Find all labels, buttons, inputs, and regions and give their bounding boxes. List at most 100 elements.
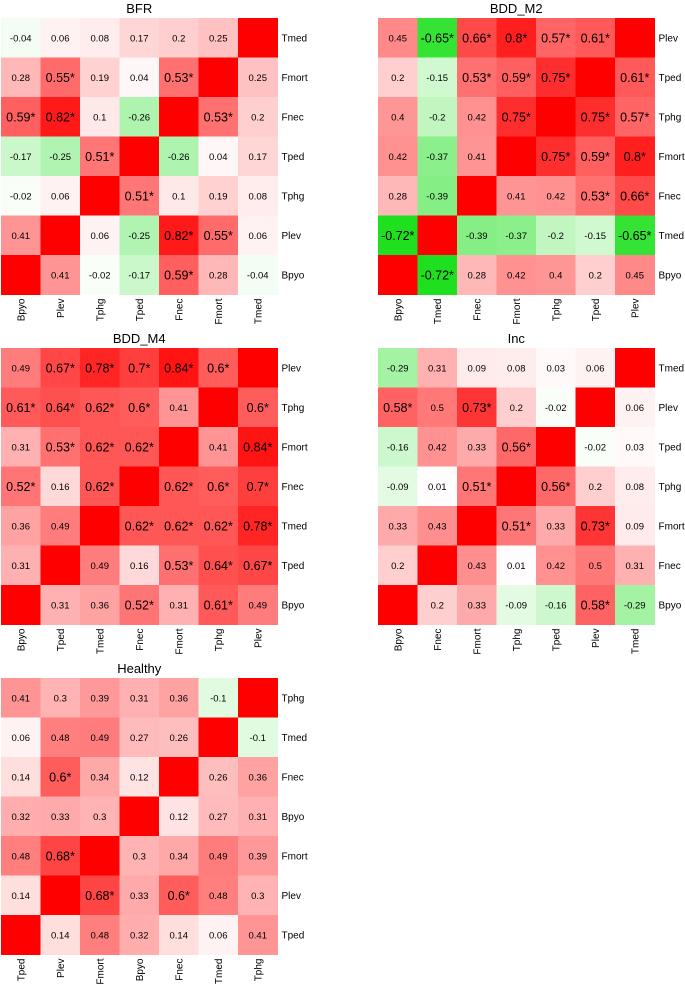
cell-value-label: 0.55* (204, 229, 233, 243)
heatmap-cell (80, 717, 120, 758)
column-label: Plev (56, 959, 67, 978)
heatmap-cell (1, 796, 41, 837)
heatmap-cell (119, 136, 160, 177)
heatmap-cell (238, 678, 278, 718)
cell-value-label: 0.32 (130, 930, 149, 941)
cell-value-label: 0.41 (51, 270, 70, 281)
heatmap-cell (119, 796, 160, 837)
cell-value-label: 0.8* (505, 31, 527, 45)
cell-value-label: 0.33 (547, 521, 566, 532)
cell-value-label: 0.56* (541, 480, 570, 494)
heatmap-cell (457, 348, 497, 388)
cell-value-label: 0.55* (46, 71, 75, 85)
heatmap-cell (1, 717, 41, 758)
heatmap-cell (378, 18, 418, 58)
heatmap-cell (1, 466, 41, 507)
cell-value-label: 0.84* (164, 361, 193, 375)
column-label: Fmort (95, 958, 106, 984)
column-label: Tphg (95, 299, 106, 322)
heatmap-cell (1, 836, 41, 876)
heatmap-cell (159, 255, 199, 295)
heatmap-cell (496, 255, 537, 295)
heatmap-cell (80, 678, 120, 718)
heatmap-cell (119, 585, 160, 625)
cell-value-label: 0.64* (46, 401, 75, 415)
heatmap-cell (417, 427, 458, 467)
heatmap-cell (1, 387, 41, 428)
heatmap-cell (536, 136, 576, 177)
cell-value-label: 0.33 (51, 812, 70, 823)
row-label: Tmed (282, 521, 308, 532)
heatmap-cell (159, 585, 199, 625)
cell-value-label: 0.45 (389, 33, 408, 44)
heatmap-cell (80, 757, 120, 797)
cell-value-label: 0.19 (209, 191, 228, 202)
column-label: Tmed (253, 299, 264, 325)
cell-value-label: 0.5 (431, 403, 444, 414)
cell-value-label: -0.37 (426, 152, 448, 163)
heatmap-cell (159, 18, 199, 58)
heatmap-cell (238, 836, 278, 876)
heatmap-cell (417, 97, 458, 137)
heatmap-cell (80, 387, 120, 428)
cell-value-label: 0.75* (581, 110, 610, 124)
cell-value-label: -0.16 (545, 600, 567, 611)
heatmap-cell (615, 427, 655, 467)
heatmap-cell (536, 466, 576, 507)
heatmap-cell (1, 585, 41, 625)
cell-value-label: -0.72* (421, 268, 454, 282)
heatmap-cell (40, 18, 81, 58)
cell-value-label: 0.49 (249, 600, 268, 611)
heatmap-cell (378, 255, 418, 295)
heatmap-cell (575, 427, 616, 467)
heatmap-cell (198, 427, 239, 467)
cell-value-label: -0.25 (49, 152, 71, 163)
cell-value-label: 0.08 (507, 363, 526, 374)
cell-value-label: 0.2 (589, 270, 602, 281)
heatmap-cell (417, 506, 458, 546)
heatmap-cell (119, 875, 160, 916)
cell-value-label: 0.82* (164, 229, 193, 243)
row-label: Plev (282, 891, 301, 902)
heatmap-cell (159, 757, 199, 797)
row-label: Tped (659, 73, 682, 84)
cell-value-label: 0.78* (85, 361, 114, 375)
panel-title: Inc (508, 331, 526, 346)
panel-title: Healthy (117, 661, 162, 676)
heatmap-cell (238, 136, 278, 177)
heatmap-cell (198, 18, 239, 58)
cell-value-label: 0.39 (91, 693, 110, 704)
heatmap-cell (238, 796, 278, 837)
heatmap-cell (80, 836, 120, 876)
row-label: Bpyo (282, 812, 305, 823)
cell-value-label: 0.49 (209, 851, 228, 862)
column-label: Tmed (630, 629, 641, 655)
heatmap-cell (198, 97, 239, 137)
heatmap-cell (575, 57, 616, 98)
heatmap-cell (417, 57, 458, 98)
heatmap-cell (159, 836, 199, 876)
column-label: Tmed (214, 959, 225, 985)
cell-value-label: 0.68* (85, 889, 114, 903)
cell-value-label: 0.42 (428, 442, 447, 453)
cell-value-label: 0.16 (130, 561, 149, 572)
cell-value-label: 0.62* (125, 519, 154, 533)
cell-value-label: 0.08 (91, 33, 110, 44)
heatmap-cell (496, 18, 537, 58)
heatmap-cell (378, 136, 418, 177)
cell-value-label: 0.03 (626, 442, 645, 453)
row-label: Fmort (282, 442, 308, 453)
heatmap-cell (80, 348, 120, 388)
heatmap-cell (238, 757, 278, 797)
heatmap-cell (417, 18, 458, 58)
cell-value-label: -0.17 (10, 152, 32, 163)
heatmap-cell (40, 796, 81, 837)
cell-value-label: 0.8* (624, 150, 646, 164)
row-label: Tphg (282, 693, 305, 704)
cell-value-label: 0.52* (6, 480, 35, 494)
cell-value-label: 0.53* (164, 559, 193, 573)
heatmap-cell (238, 215, 278, 256)
heatmap-cell (457, 136, 497, 177)
cell-value-label: 0.32 (12, 812, 31, 823)
